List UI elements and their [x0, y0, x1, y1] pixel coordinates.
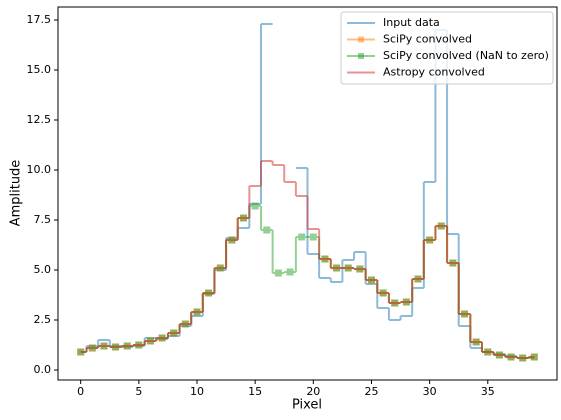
- y-tick-label: 10.0: [27, 163, 52, 176]
- x-tick-label: 15: [248, 385, 262, 398]
- marker: [286, 268, 294, 276]
- y-tick-label: 7.5: [34, 213, 52, 226]
- y-axis-label: Amplitude: [9, 160, 24, 227]
- x-tick-label: 10: [190, 385, 204, 398]
- legend-box: [340, 11, 554, 85]
- marker: [251, 202, 259, 210]
- x-tick-label: 30: [423, 385, 437, 398]
- legend-label: SciPy convolved: [383, 33, 472, 46]
- legend-marker: [358, 53, 364, 59]
- y-tick-label: 0.0: [34, 363, 52, 376]
- x-axis-label: Pixel: [292, 398, 322, 413]
- axes-frame: [57, 6, 558, 381]
- legend-label: Astropy convolved: [383, 66, 485, 79]
- x-tick-label: 0: [77, 385, 84, 398]
- series: [80, 160, 535, 359]
- y-tick-label: 15.0: [27, 63, 52, 76]
- x-tick-label: 35: [481, 385, 495, 398]
- y-tick-label: 12.5: [27, 113, 52, 126]
- plot-area: [77, 23, 538, 362]
- legend-label: SciPy convolved (NaN to zero): [383, 49, 549, 62]
- legend: Input data SciPy convolved SciPy convolved…: [340, 11, 554, 85]
- x-tick-label: 20: [306, 385, 320, 398]
- marker: [298, 233, 306, 241]
- marker: [274, 269, 282, 277]
- y-tick-label: 2.5: [34, 313, 52, 326]
- marker: [263, 226, 271, 234]
- x-tick-label: 25: [364, 385, 378, 398]
- marker: [309, 233, 317, 241]
- y-tick-label: 5.0: [34, 263, 52, 276]
- legend-label: Input data: [383, 16, 440, 29]
- y-tick-label: 17.5: [27, 13, 52, 26]
- x-tick-label: 5: [135, 385, 142, 398]
- legend-marker: [358, 36, 364, 43]
